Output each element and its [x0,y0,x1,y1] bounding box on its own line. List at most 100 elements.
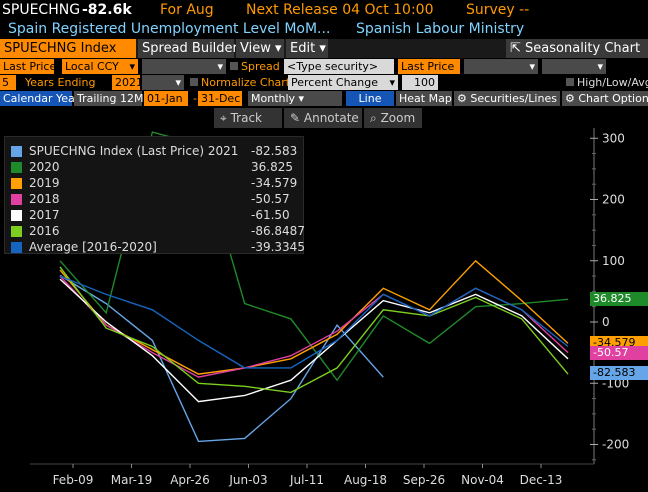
security-description: Spain Registered Unemployment Level MoM.… [8,21,331,37]
track-label: Track [230,111,262,125]
currency-select[interactable]: Local CCY ▾ [62,59,138,74]
spread-blank-select-2[interactable]: ▾ [542,59,606,74]
legend-value: 36.825 [251,160,293,174]
heat-map-tab[interactable]: Heat Map [396,91,452,106]
edit-chevron-down-icon: ▾ [319,41,326,56]
normalize-method-select[interactable]: Percent Change ▾ [288,75,398,90]
trailing-12m-tab[interactable]: Trailing 12M [74,91,143,106]
years-ending-chevron-down-icon: ▾ [175,76,181,89]
survey: Survey -- [466,2,530,18]
last-value: -82.6k [82,2,132,18]
y-tick-label: 200 [602,193,625,207]
track-button[interactable]: ⌖ Track [214,108,282,128]
spread-blank-chevron-2-icon: ▾ [597,60,603,73]
securities-lines-button[interactable]: ⚙ Securities/Lines [454,91,560,106]
ticker: SPUECHNG [2,2,81,18]
toolbar: SPUECHNG Index Spread Builder View ▾ Edi… [0,39,648,58]
frequency-select-label: Monthly [251,92,296,105]
frequency-select[interactable]: Monthly ▾ [248,91,342,106]
legend-value: -82.583 [251,144,298,158]
blank-select[interactable]: ▾ [142,59,226,74]
legend-label: SPUECHNG Index (Last Price) 2021 [29,144,239,158]
seasonality-chart[interactable]: 300 200 100 0 -100 -200 Feb-09 Mar-19 Apr-26 Jun-… [0,128,648,492]
legend-swatch [11,210,22,221]
legend-item[interactable]: SPUECHNG Index (Last Price) 2021 -82.583 [11,143,301,159]
high-low-checkbox[interactable] [566,78,574,86]
legend-label: 2016 [29,224,60,238]
magnifier-icon: ⌕ [370,111,377,125]
legend-item[interactable]: 2019 -34.579 [11,175,301,191]
external-link-icon: ⇱ [510,41,521,56]
start-date-input[interactable]: 01-Jan [144,91,188,106]
currency-chevron-down-icon: ▾ [129,60,135,73]
chart-legend: SPUECHNG Index (Last Price) 2021 -82.583 2… [4,136,305,255]
annotate-button[interactable]: ✎ Annotate [284,108,362,128]
chart-options-button[interactable]: ⚙ Chart Options [562,91,648,106]
legend-label: 2019 [29,176,60,190]
x-tick-label: Jun-03 [228,473,267,487]
series-line-2021[interactable] [59,274,384,443]
x-tick-label: Sep-26 [403,473,445,487]
legend-swatch [11,242,22,253]
y-tick-label: 300 [602,131,625,145]
spread-checkbox[interactable] [230,62,238,70]
last-value-tag: 36.825 [590,292,648,307]
spread-blank-select-1[interactable]: ▾ [464,59,538,74]
normalize-label: Normalize Chart [201,76,291,89]
spread-blank-chevron-1-icon: ▾ [529,60,535,73]
legend-value: -34.579 [251,176,298,190]
series-line-2016[interactable] [59,266,569,394]
legend-value: -50.57 [251,192,290,206]
frequency-chevron-down-icon: ▾ [298,92,305,105]
security-description-row: Spain Registered Unemployment Level MoM.… [0,20,648,38]
zoom-label: Zoom [380,111,416,125]
legend-swatch [11,162,22,173]
security-header: SPUECHNG -82.6k For Aug Next Release 04 … [0,0,648,20]
crosshair-icon: ⌖ [220,111,227,125]
x-tick-label: Apr-26 [170,473,210,487]
gear-icon: ⚙ [565,92,575,105]
line-view-tab[interactable]: Line [346,91,394,106]
legend-item[interactable]: 2017 -61.50 [11,207,301,223]
spread-security-input[interactable]: <Type security> [284,59,394,74]
years-count-input[interactable]: 5 [0,75,16,90]
legend-item[interactable]: 2020 36.825 [11,159,301,175]
years-ending-input[interactable]: 2021 [112,75,143,90]
view-menu[interactable]: View ▾ [236,39,284,58]
years-ending-label: Years Ending [25,76,96,89]
blank-chevron-down-icon: ▾ [217,60,223,73]
series-line-2017[interactable] [59,278,569,403]
price-field-select[interactable]: Last Price [0,59,56,74]
spread-price-field[interactable]: Last Price [398,59,460,74]
view-menu-label: View [240,41,271,56]
legend-swatch [11,146,22,157]
series-line-average-2016-2020-[interactable] [59,275,569,369]
security-field[interactable]: SPUECHNG Index [0,39,136,58]
securities-lines-label: Securities/Lines [470,92,557,105]
legend-label: 2018 [29,192,60,206]
pencil-icon: ✎ [290,111,301,125]
legend-value: -86.8487 [251,224,305,238]
controls-row-1: Last Price Local CCY ▾ ▾ Spread <Type sec… [0,59,648,74]
legend-item[interactable]: Average [2016-2020] -39.3345 [11,239,305,255]
years-ending-select[interactable]: ▾ [142,75,184,90]
edit-menu[interactable]: Edit ▾ [286,39,328,58]
legend-item[interactable]: 2016 -86.8487 [11,223,305,239]
series-line-2019[interactable] [59,259,569,375]
normalize-value-input[interactable]: 100 [402,75,438,90]
annotate-label: Annotate [303,111,359,125]
last-value-tag: -82.583 [590,365,648,380]
calendar-year-tab[interactable]: Calendar Year [0,91,79,106]
legend-item[interactable]: 2018 -50.57 [11,191,301,207]
zoom-button[interactable]: ⌕ Zoom [364,108,422,128]
normalize-checkbox[interactable] [190,78,198,86]
y-tick-label: 100 [602,254,625,268]
chart-tools: ⌖ Track ✎ Annotate ⌕ Zoom [0,108,648,128]
last-value-tag: -50.57 [590,345,648,360]
seasonality-chart-label: Seasonality Chart [525,41,641,56]
seasonality-chart-button[interactable]: ⇱ Seasonality Chart [506,39,648,58]
end-date-input[interactable]: 31-Dec [198,91,242,106]
y-tick-label: -100 [602,376,629,390]
view-chevron-down-icon: ▾ [275,41,282,56]
spread-builder-button[interactable]: Spread Builder [138,39,238,58]
